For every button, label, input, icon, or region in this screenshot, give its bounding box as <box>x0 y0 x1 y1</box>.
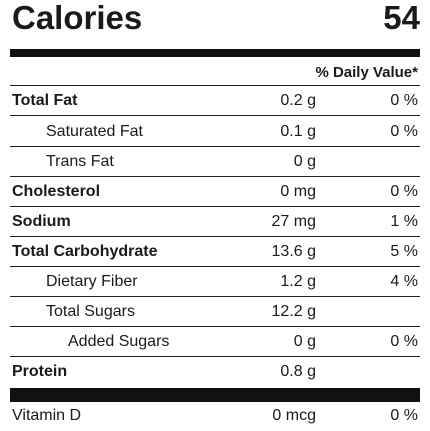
daily-value-header: % Daily Value* <box>315 64 418 81</box>
nutrient-daily-value: 0 % <box>390 92 418 109</box>
nutrient-name: Total Sugars <box>46 303 135 320</box>
nutrient-amount: 13.6 g <box>271 243 316 260</box>
nutrient-daily-value: 1 % <box>390 213 418 230</box>
nutrient-amount: 0 g <box>293 333 316 350</box>
nutrient-amount: 1.2 g <box>280 273 316 290</box>
nutrient-row-total-carbohydrate: Total Carbohydrate 13.6 g 5 % <box>10 237 420 267</box>
row-divider <box>10 266 420 267</box>
row-divider <box>10 296 420 297</box>
nutrient-name: Trans Fat <box>46 153 114 170</box>
nutrient-daily-value: 0 % <box>390 333 418 350</box>
row-divider <box>10 356 420 357</box>
calories-label: Calories <box>12 0 143 36</box>
calories-value: 54 <box>383 0 420 36</box>
vitamin-row-vitamin-d: Vitamin D 0 mcg 0 % <box>10 401 420 431</box>
nutrient-daily-value: 5 % <box>390 243 418 260</box>
row-divider <box>10 206 420 207</box>
vitamin-name: Vitamin D <box>12 407 82 424</box>
row-divider <box>10 115 420 116</box>
nutrient-daily-value: 0 % <box>390 183 418 200</box>
nutrient-row-added-sugars: Added Sugars 0 g 0 % <box>10 327 420 357</box>
nutrient-name: Protein <box>12 363 68 380</box>
nutrient-amount: 12.2 g <box>271 303 316 320</box>
nutrient-name: Added Sugars <box>68 333 170 350</box>
nutrient-amount: 0.8 g <box>280 363 316 380</box>
row-divider <box>10 326 420 327</box>
row-divider <box>10 146 420 147</box>
row-divider <box>10 176 420 177</box>
nutrient-row-dietary-fiber: Dietary Fiber 1.2 g 4 % <box>10 267 420 297</box>
nutrient-daily-value: 4 % <box>390 273 418 290</box>
nutrient-row-saturated-fat: Saturated Fat 0.1 g 0 % <box>10 117 420 147</box>
calories-row: Calories 54 <box>12 0 420 42</box>
nutrient-row-trans-fat: Trans Fat 0 g <box>10 147 420 177</box>
nutrient-name: Total Fat <box>12 92 78 109</box>
nutrient-amount: 0.1 g <box>280 123 316 140</box>
nutrient-row-cholesterol: Cholesterol 0 mg 0 % <box>10 177 420 207</box>
nutrient-row-total-sugars: Total Sugars 12.2 g <box>10 297 420 327</box>
row-divider <box>10 236 420 237</box>
nutrient-name: Total Carbohydrate <box>12 243 158 260</box>
nutrient-name: Cholesterol <box>12 183 101 200</box>
nutrient-amount: 0 mg <box>280 183 316 200</box>
vitamin-amount: 0 mcg <box>272 407 316 424</box>
nutrient-amount: 0 g <box>293 153 316 170</box>
nutrient-amount: 27 mg <box>271 213 316 230</box>
nutrient-name: Saturated Fat <box>46 123 143 140</box>
nutrient-row-total-fat: Total Fat 0.2 g 0 % <box>10 86 420 116</box>
vitamin-daily-value: 0 % <box>390 407 418 424</box>
thick-divider-bottom <box>10 388 420 402</box>
thick-divider-top <box>10 49 420 57</box>
nutrient-row-sodium: Sodium 27 mg 1 % <box>10 207 420 237</box>
nutrient-name: Dietary Fiber <box>46 273 138 290</box>
nutrient-row-protein: Protein 0.8 g <box>10 357 420 387</box>
nutrient-name: Sodium <box>12 213 71 230</box>
nutrient-amount: 0.2 g <box>280 92 316 109</box>
nutrient-daily-value: 0 % <box>390 123 418 140</box>
header-divider <box>10 85 420 86</box>
